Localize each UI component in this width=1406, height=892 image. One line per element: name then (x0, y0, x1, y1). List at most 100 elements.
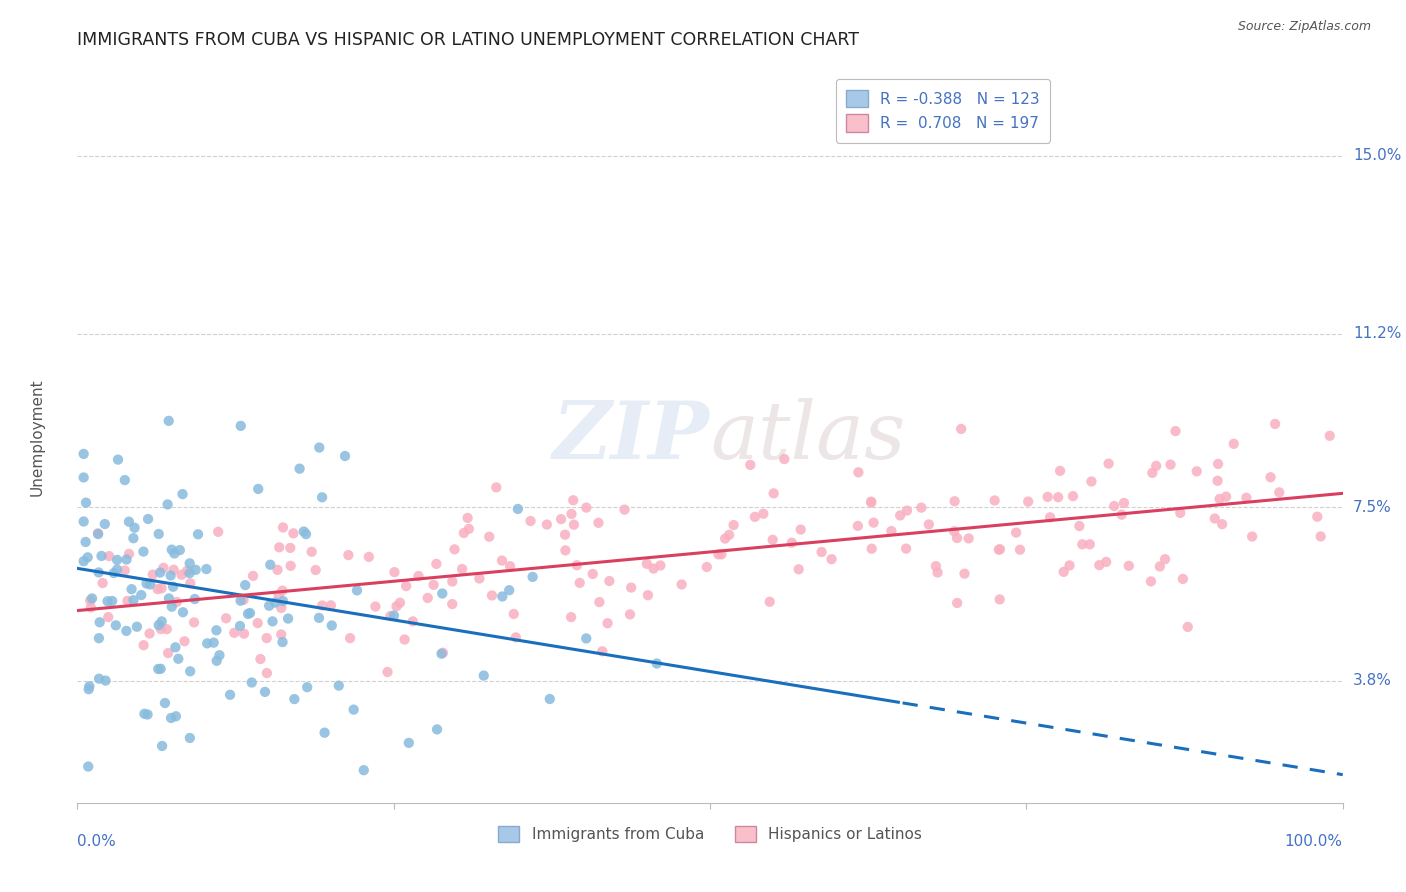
Point (125, 620, 148, 634)
Point (215, 611, 238, 625)
Point (457, 511, 479, 525)
Point (491, 553, 513, 567)
Point (377, 665, 399, 679)
Point (575, 632, 598, 646)
Point (384, 565, 406, 579)
Point (591, 644, 613, 658)
Point (568, 575, 591, 590)
Point (271, 583, 294, 598)
Point (114, 564, 136, 578)
Point (1071, 537, 1094, 551)
Point (142, 567, 165, 582)
Point (138, 626, 160, 640)
Point (422, 578, 444, 592)
Point (953, 566, 976, 581)
Point (124, 521, 146, 535)
Point (432, 586, 454, 600)
Point (76, 550, 98, 565)
Point (205, 624, 228, 638)
Point (1142, 466, 1164, 480)
Point (149, 662, 172, 676)
Point (1241, 529, 1264, 543)
Point (394, 632, 416, 647)
Point (1062, 489, 1084, 503)
Point (73, 554, 96, 568)
Point (96, 594, 118, 608)
Point (1005, 525, 1028, 540)
Point (339, 631, 361, 645)
Point (988, 542, 1011, 557)
Point (314, 725, 336, 739)
Point (79, 679, 101, 693)
Point (787, 562, 810, 576)
Point (983, 493, 1005, 508)
Point (637, 588, 659, 602)
Point (195, 636, 218, 650)
Point (239, 606, 262, 620)
Point (441, 574, 464, 589)
Point (150, 615, 173, 629)
Point (115, 624, 138, 638)
Point (271, 520, 294, 534)
Point (519, 514, 541, 528)
Point (382, 608, 405, 623)
Point (229, 593, 252, 607)
Point (256, 631, 278, 645)
Point (560, 507, 582, 521)
Point (159, 568, 181, 582)
Point (758, 595, 780, 609)
Point (1095, 555, 1118, 569)
Point (710, 548, 733, 562)
Point (233, 626, 256, 640)
Point (271, 594, 294, 608)
Point (148, 618, 170, 632)
Point (1111, 508, 1133, 522)
Point (101, 594, 124, 608)
Point (860, 495, 883, 509)
Point (848, 465, 870, 479)
Point (157, 414, 180, 428)
Point (1215, 490, 1237, 504)
Point (162, 563, 184, 577)
Point (229, 418, 252, 433)
Point (714, 532, 737, 546)
Point (233, 578, 256, 592)
Point (536, 517, 558, 532)
Point (165, 640, 187, 655)
Point (1008, 542, 1031, 557)
Text: 15.0%: 15.0% (1353, 148, 1402, 163)
Point (1140, 574, 1163, 589)
Point (73, 447, 96, 461)
Point (538, 692, 561, 706)
Point (1112, 496, 1135, 510)
Point (762, 533, 785, 547)
Point (491, 590, 513, 604)
Point (179, 576, 201, 591)
Point (80, 600, 103, 615)
Point (253, 685, 276, 699)
Point (148, 662, 170, 676)
Point (157, 591, 180, 606)
Point (894, 541, 917, 556)
Point (752, 507, 775, 521)
Point (1059, 558, 1081, 573)
Point (426, 723, 449, 737)
Point (820, 552, 842, 566)
Point (94, 517, 117, 532)
Point (457, 522, 479, 536)
Point (271, 635, 294, 649)
Point (122, 593, 145, 607)
Point (146, 582, 169, 596)
Text: 100.0%: 100.0% (1285, 833, 1343, 848)
Point (259, 558, 281, 572)
Point (122, 531, 145, 545)
Point (643, 561, 665, 575)
Point (1097, 457, 1119, 471)
Point (1260, 470, 1282, 484)
Point (91, 576, 114, 591)
Point (723, 518, 745, 533)
Point (311, 599, 333, 613)
Point (301, 545, 323, 559)
Text: atlas: atlas (710, 399, 905, 475)
Point (173, 634, 195, 648)
